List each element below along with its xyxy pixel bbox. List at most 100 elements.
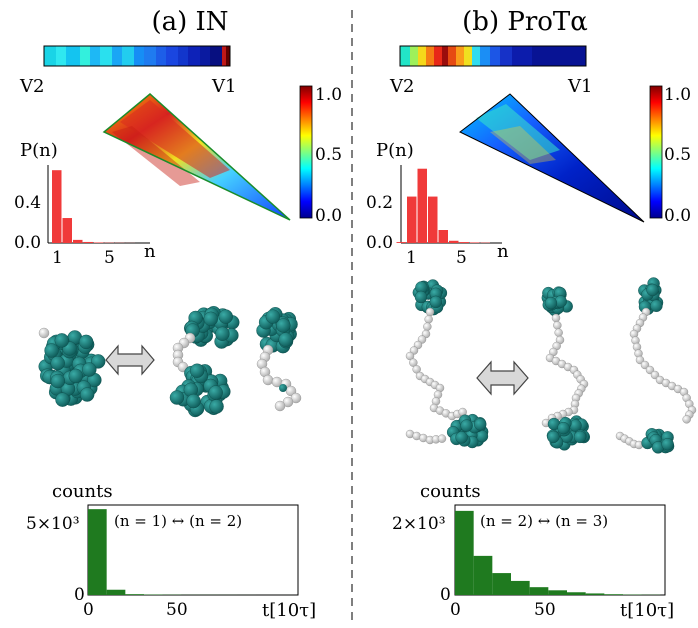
teal-bead <box>218 309 233 324</box>
panel-b: (b) ProTα V2 V1 <box>366 7 697 621</box>
teal-bead <box>646 283 659 297</box>
panel-a-transition-label: (n = 1) ↔ (n = 2) <box>114 512 242 530</box>
gray-bead <box>650 370 660 380</box>
teal-bead <box>460 419 473 432</box>
gray-bead <box>553 321 562 330</box>
panel-a-bar-label-v2: V2 <box>19 76 44 97</box>
panel-a-counts-label: counts <box>52 481 113 502</box>
panel-a-counts-bin-2 <box>125 594 144 595</box>
panel-a-counts-bars <box>88 509 294 595</box>
teal-bead <box>186 393 201 409</box>
panel-b-pn-ytick-1: 0.2 <box>366 193 393 213</box>
teal-bead <box>68 368 83 384</box>
panel-b-compact-molecule <box>405 279 489 449</box>
panel-b-counts-bin-5 <box>548 590 567 595</box>
panel-b-pn-bar-5 <box>449 240 459 243</box>
panel-a-pn-ytick-0: 0.0 <box>14 233 41 253</box>
panel-b-cbar-tick-0: 0.0 <box>664 206 691 226</box>
teal-bead <box>50 355 65 371</box>
panel-a-pn-bar-1 <box>52 170 62 243</box>
panel-a-pn-xlabel: n <box>144 241 156 262</box>
panel-b-cbar-tick-1: 1.0 <box>664 85 691 105</box>
panel-b-pn-xlabel: n <box>497 241 509 262</box>
panel-b-pn-bar-2 <box>417 168 427 243</box>
panel-b-pn-bar-1 <box>407 196 417 243</box>
panel-b-pn-ytick-0: 0.0 <box>366 233 393 253</box>
gray-bead <box>640 360 650 370</box>
panel-b-pn-bar-0 <box>396 242 406 243</box>
panel-b-contact-map <box>459 93 645 223</box>
panel-a-counts-chart: counts 5×10³ 0 0 50 t[10τ] (n = 1) ↔ (n … <box>26 481 316 621</box>
panel-a-sequence-bar: V2 V1 <box>19 45 236 97</box>
teal-bead <box>50 373 66 389</box>
gray-bead <box>437 434 447 443</box>
gray-bead <box>551 313 561 323</box>
gray-bead <box>635 355 645 365</box>
teal-bead <box>265 309 281 324</box>
panel-a-counts-ytick-0: 0 <box>74 585 85 605</box>
panel-a-counts-xlabel: t[10τ] <box>262 600 316 621</box>
gray-bead <box>424 315 433 324</box>
gray-bead <box>412 365 421 374</box>
panel-a-compact-molecule <box>38 327 106 407</box>
panel-a-pn-label: P(n) <box>20 140 58 161</box>
panel-a-counts-ytick: 5×10³ <box>26 514 80 534</box>
gray-bead <box>274 400 286 412</box>
panel-a-title: (a) IN <box>151 7 228 37</box>
panel-b-counts-xtick-50: 50 <box>534 600 556 620</box>
panel-b-counts-bin-8 <box>604 594 623 595</box>
panel-a-cbar-tick-1: 1.0 <box>315 85 342 105</box>
panel-a-split-molecule-1 <box>169 305 240 418</box>
teal-bead <box>209 399 224 414</box>
panel-b-pn-bar-6 <box>459 242 469 243</box>
teal-bead <box>79 387 95 402</box>
panel-b-pn-bars <box>396 168 490 243</box>
panel-a-counts-bin-0 <box>88 509 107 595</box>
teal-bead <box>661 438 674 451</box>
panel-b-counts-bin-0 <box>455 510 474 595</box>
teal-bead <box>429 295 443 309</box>
gray-bead <box>262 374 274 386</box>
panel-a-counts-xtick-0: 0 <box>83 600 94 620</box>
panel-a-pn-xtick-5: 5 <box>104 248 115 268</box>
panel-b-counts-ytick: 2×10³ <box>392 514 446 534</box>
panel-b-pn-xtick-1: 1 <box>406 248 417 268</box>
teal-bead <box>169 390 185 405</box>
teal-bead <box>44 343 59 358</box>
teal-bead <box>414 290 428 304</box>
teal-bead <box>278 332 293 347</box>
teal-bead <box>557 421 570 435</box>
panel-a-counts-xtick-50: 50 <box>166 600 188 620</box>
panel-a-pn-ytick-1: 0.4 <box>14 193 41 213</box>
panel-b-bar-label-v1: V1 <box>567 76 592 97</box>
teal-bead <box>54 333 69 348</box>
panel-a-bar-label-v1: V1 <box>211 76 236 97</box>
panel-b-counts-xlabel: t[10τ] <box>620 600 674 621</box>
panel-b-transition-label: (n = 2) ↔ (n = 3) <box>480 512 608 530</box>
teal-bead <box>544 296 558 310</box>
panel-b-bar-label-v2: V2 <box>389 76 414 97</box>
panel-a-pn-bar-3 <box>73 239 83 243</box>
teal-bead <box>215 326 230 341</box>
panel-b-counts-bin-6 <box>567 592 586 595</box>
panel-b-pn-bar-3 <box>428 196 438 243</box>
panel-b-counts-xtick-0: 0 <box>450 600 461 620</box>
teal-bead <box>276 318 291 333</box>
panel-b-pn-bar-4 <box>438 230 448 243</box>
panel-b-colorbar: 1.0 0.5 0.0 <box>649 85 691 226</box>
panel-a-cbar-tick-0: 0.0 <box>315 206 342 226</box>
gray-bead <box>423 322 432 331</box>
gray-bead <box>409 358 418 367</box>
teal-bead <box>78 334 94 350</box>
panel-a-counts-bin-1 <box>106 589 126 595</box>
panel-a-colorbar: 1.0 0.5 0.0 <box>299 85 342 226</box>
panel-b-counts-bin-1 <box>473 555 493 595</box>
panel-b-split-molecule-1 <box>541 286 590 451</box>
panel-b-pn-bar-7 <box>470 242 480 243</box>
panel-a-pn-bars <box>52 170 135 243</box>
panel-a-pn-xtick-1: 1 <box>52 248 63 268</box>
panel-a: (a) IN V2 V1 <box>14 7 342 621</box>
teal-bead <box>208 385 223 400</box>
panel-b-counts-bin-2 <box>492 573 511 595</box>
panel-b-transition-arrow <box>476 360 529 396</box>
